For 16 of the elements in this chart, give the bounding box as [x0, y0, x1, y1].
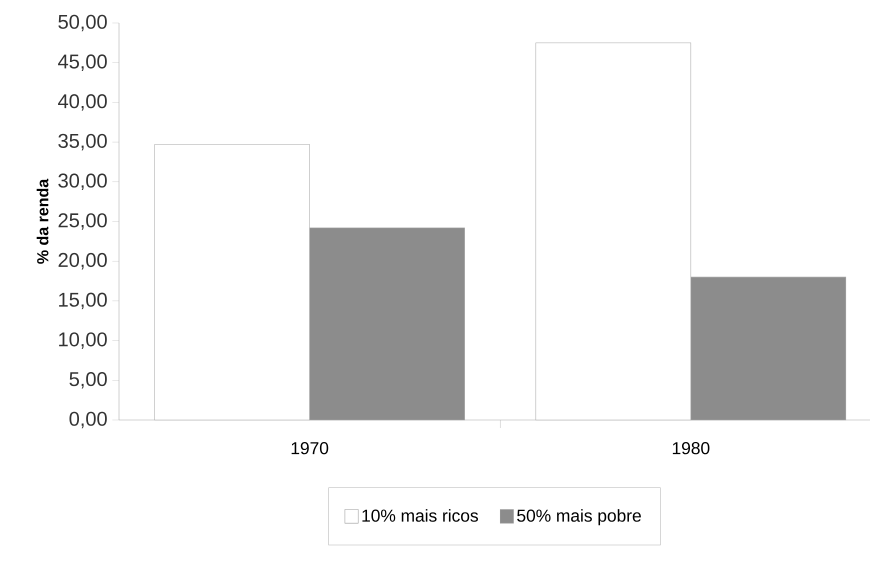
y-tick-label: 50,00 — [58, 14, 107, 32]
y-tick-label: 35,00 — [58, 134, 107, 150]
legend-label: 10% mais ricos — [362, 509, 478, 522]
y-tick-label: 30,00 — [58, 174, 107, 190]
y-tick-label: 0,00 — [69, 412, 107, 428]
y-tick-label: 20,00 — [58, 252, 107, 270]
x-tick-label: 1970 — [292, 442, 328, 454]
y-tick-label: 25,00 — [58, 213, 107, 230]
y-axis-title: % da renda — [36, 178, 48, 264]
y-tick-label: 5,00 — [70, 372, 107, 389]
y-tick-label: 10,00 — [59, 332, 107, 349]
y-tick-label: 45,00 — [58, 54, 107, 71]
x-tick-label: 1980 — [672, 442, 710, 454]
y-tick-label: 15,00 — [59, 292, 107, 310]
y-tick-label: 40,00 — [58, 94, 107, 111]
legend-label: 50% mais pobre — [517, 509, 641, 526]
